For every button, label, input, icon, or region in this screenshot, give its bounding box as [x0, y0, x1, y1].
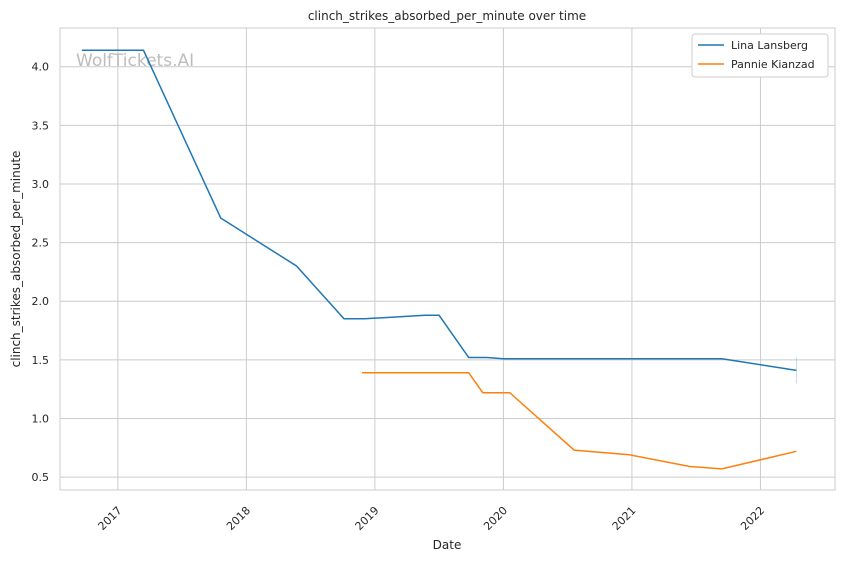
x-tick-label: 2021 — [610, 504, 639, 533]
y-axis-label: clinch_strikes_absorbed_per_minute — [9, 151, 23, 368]
x-axis-label: Date — [433, 538, 462, 552]
y-tick-label: 0.5 — [32, 471, 50, 484]
series-layer — [81, 49, 797, 470]
y-tick-label: 1.0 — [32, 412, 50, 425]
y-tick-label: 1.5 — [32, 354, 50, 367]
chart-title: clinch_strikes_absorbed_per_minute over … — [308, 9, 586, 23]
x-tick-label: 2020 — [481, 504, 510, 533]
grid — [60, 28, 835, 490]
legend-label-pannie: Pannie Kianzad — [731, 58, 815, 71]
x-tick-label: 2017 — [96, 504, 125, 533]
y-tick-label: 2.0 — [32, 295, 50, 308]
x-tick-label: 2018 — [224, 504, 253, 533]
y-tick-label: 4.0 — [32, 61, 50, 74]
series-line-lina-lansberg — [81, 49, 797, 372]
plot-frame — [59, 27, 836, 491]
tick-labels: 2017 2018 2019 2020 2021 2022 0.5 1.0 1.5 2.0 2.5 3… — [32, 61, 768, 533]
legend-label-lina: Lina Lansberg — [731, 39, 808, 52]
watermark: WolfTickets.AI — [76, 51, 194, 71]
x-tick-label: 2019 — [353, 504, 382, 533]
y-tick-label: 2.5 — [32, 237, 50, 250]
y-tick-label: 3.5 — [32, 119, 50, 132]
x-tick-label: 2022 — [738, 504, 767, 533]
series-line-pannie-kianzad — [362, 371, 797, 470]
legend: Lina Lansberg Pannie Kianzad — [691, 33, 829, 78]
legend-box — [691, 33, 829, 78]
y-tick-label: 3.0 — [32, 178, 50, 191]
